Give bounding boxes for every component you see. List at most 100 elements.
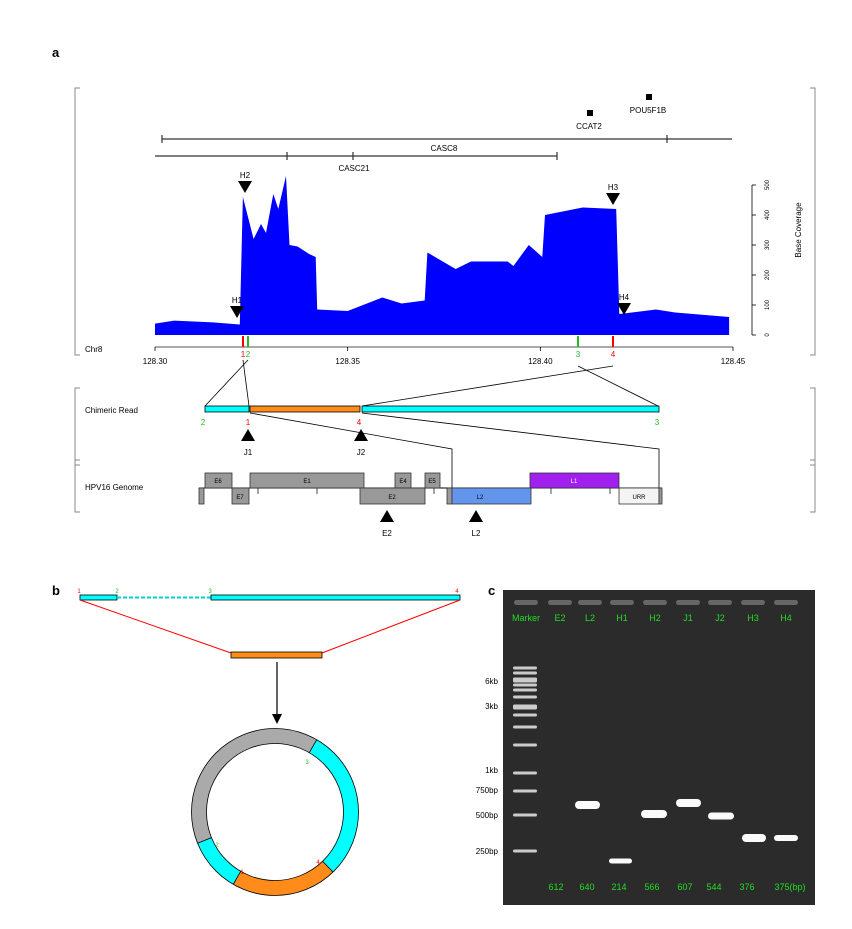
pcr-band <box>676 799 701 807</box>
gel-well <box>676 600 700 605</box>
hpv16-genome-label: HPV16 Genome <box>85 483 144 492</box>
read-segment-human-left <box>204 405 250 413</box>
gene-label-ccat2: CCAT2 <box>576 122 602 131</box>
ladder-band <box>513 666 537 670</box>
orf-label-e6: E6 <box>214 479 222 485</box>
circle-outline-outer <box>191 728 359 896</box>
triangle-up-icon <box>380 510 394 522</box>
ladder-size-label: 1kb <box>485 766 498 775</box>
y-axis: 0 100 200 300 400 500 <box>751 179 771 337</box>
y-tick-label: 400 <box>765 209 771 220</box>
circle-point-1: 1 <box>240 870 244 876</box>
orf-label-e1: E1 <box>303 479 311 485</box>
schematic-point-4: 4 <box>455 589 459 595</box>
circle-segment-human <box>309 739 359 873</box>
breakpoint-label: 4 <box>611 350 616 359</box>
y-tick-label: 200 <box>765 269 771 280</box>
circle-junction <box>232 871 242 885</box>
hotspot-label: H3 <box>608 183 619 192</box>
chr8-label: Chr8 <box>85 345 103 354</box>
schematic-point-2: 2 <box>115 589 119 595</box>
ladder-band <box>513 813 537 817</box>
schematic-point-3: 3 <box>208 589 212 595</box>
ccat2-marker <box>587 110 593 116</box>
ladder-band <box>513 688 537 692</box>
ladder-band <box>513 677 537 683</box>
pou5f1b-marker <box>646 94 652 100</box>
gel-well <box>774 600 798 605</box>
ladder-size-label: 6kb <box>485 677 498 686</box>
triangle-up-icon <box>469 510 483 522</box>
pcr-band <box>609 858 632 864</box>
pcr-band <box>641 810 667 818</box>
ladder-band <box>513 771 537 775</box>
connector-lines <box>204 359 660 488</box>
circle-segment-human-small <box>197 837 242 885</box>
orf-label-l1: L1 <box>571 479 578 485</box>
band-size-label: 376 <box>739 882 754 892</box>
lane-label: H4 <box>780 613 792 623</box>
y-axis-label: Base Coverage <box>794 202 803 258</box>
circular-episome <box>191 728 359 896</box>
band-size-label: 544 <box>706 882 721 892</box>
y-tick-label: 300 <box>765 239 771 250</box>
gene-label-casc21: CASC21 <box>338 164 370 173</box>
gene-label-casc8: CASC8 <box>431 144 458 153</box>
read-point-4: 4 <box>357 418 362 427</box>
read-point-3: 3 <box>655 418 660 427</box>
lane-label: H2 <box>649 613 661 623</box>
gel-well <box>741 600 765 605</box>
orf-label-e4: E4 <box>399 479 407 485</box>
hotspot-markers: H1 H2 H3 H4 <box>230 171 631 318</box>
band-size-label: 375(bp) <box>774 882 805 892</box>
lane-label: J1 <box>683 613 693 623</box>
hotspot-label: H4 <box>619 293 630 302</box>
breakpoint-label: 3 <box>576 350 581 359</box>
lane-label: J2 <box>715 613 725 623</box>
y-tick-label: 100 <box>765 299 771 310</box>
ladder-band <box>513 743 537 747</box>
lane-label: E2 <box>554 613 565 623</box>
hotspot-label: H1 <box>232 296 243 305</box>
x-tick-label: 128.35 <box>335 357 360 366</box>
ladder-band <box>513 671 537 675</box>
triangle-up-icon <box>241 429 255 441</box>
pcr-band <box>575 801 600 809</box>
panel-label-b: b <box>52 583 60 598</box>
lane-label: H1 <box>616 613 628 623</box>
lane-label: Marker <box>512 613 540 623</box>
arrow-down-icon <box>272 714 282 724</box>
band-size-label: 607 <box>677 882 692 892</box>
triangle-down-icon <box>238 181 252 193</box>
coverage-area <box>155 176 730 335</box>
ladder-size-label: 250bp <box>476 847 499 856</box>
read-point-1: 1 <box>246 418 251 427</box>
gene-label-pou5f1b: POU5F1B <box>630 106 666 115</box>
lane-label: H3 <box>747 613 759 623</box>
triangle-down-icon <box>606 193 620 205</box>
pcr-band <box>742 834 766 842</box>
read-point-2: 2 <box>201 418 206 427</box>
ladder-size-label: 750bp <box>476 786 499 795</box>
ladder-band <box>513 725 537 729</box>
hotspot-label: H2 <box>240 171 251 180</box>
read-segment-hpv <box>249 405 361 413</box>
orf-label-e2: E2 <box>388 495 396 501</box>
circle-junction <box>322 860 334 873</box>
triangle-up-icon <box>354 429 368 441</box>
coverage-plot <box>155 176 730 335</box>
y-tick-label: 500 <box>765 179 771 190</box>
orf-label-e5: E5 <box>428 479 436 485</box>
breakpoint-label: 1 <box>241 350 246 359</box>
junction-label-j1: J1 <box>244 448 253 457</box>
band-size-label: 640 <box>579 882 594 892</box>
pcr-band <box>774 835 798 841</box>
ladder-band <box>513 849 537 853</box>
orf-label-l2: L2 <box>477 495 484 501</box>
triangle-down-icon <box>230 306 244 318</box>
ladder-band <box>513 713 537 717</box>
y-tick-label: 0 <box>765 333 771 337</box>
pcr-band <box>708 812 734 820</box>
